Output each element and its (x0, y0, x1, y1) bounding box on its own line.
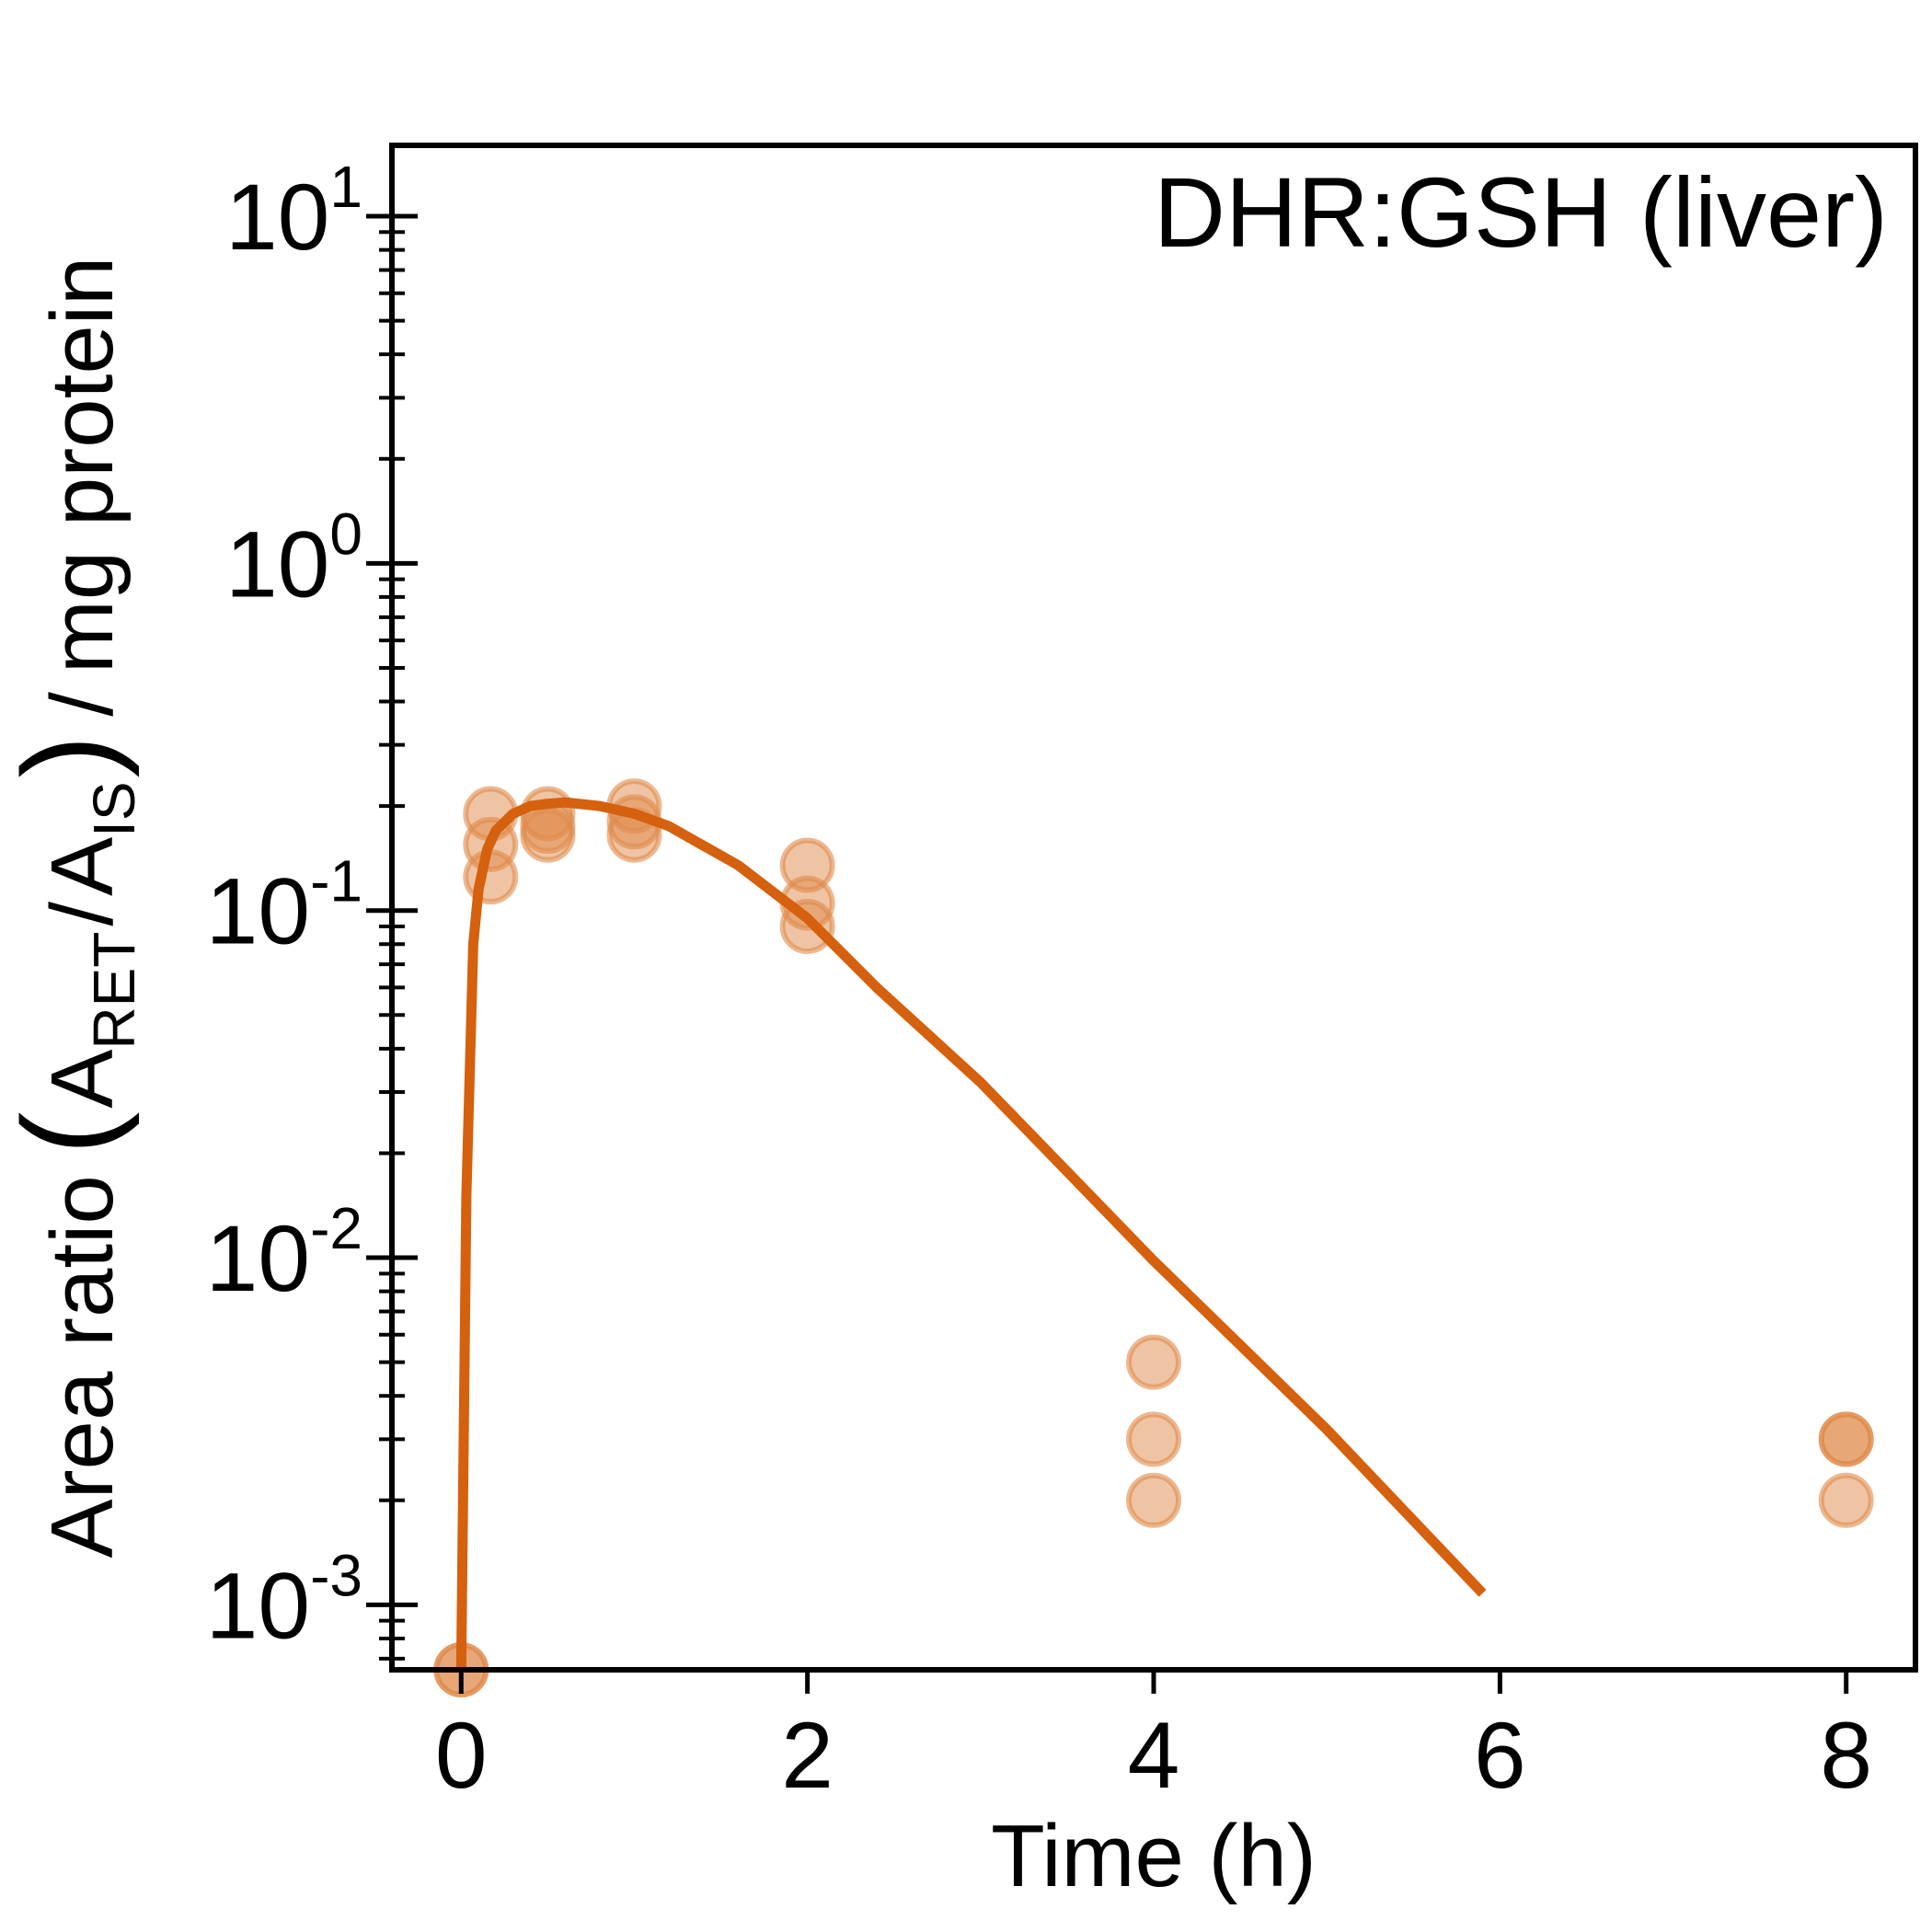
y-label-numerator: A (33, 1050, 132, 1109)
y-label-close-paren: ) (0, 735, 140, 778)
fit-curve (455, 797, 1487, 1671)
y-label-slash-2: / (33, 692, 132, 717)
x-tick-label: 6 (1474, 1703, 1526, 1808)
data-point (520, 807, 576, 863)
panel-annotation: DHR:GSH (liver) (1154, 156, 1888, 268)
y-tick-label: 10-3 (206, 1542, 362, 1658)
x-tick-label: 8 (1820, 1703, 1872, 1808)
data-point (1126, 1472, 1181, 1528)
y-tick-label: 10-1 (206, 848, 362, 964)
x-axis-label: Time (h) (991, 1807, 1317, 1905)
data-point (1126, 1411, 1181, 1467)
y-label-prefix: Area ratio (33, 1175, 132, 1558)
y-label-suffix: mg protein (33, 257, 132, 674)
y-label-denominator: A (33, 837, 132, 896)
x-tick-label: 0 (435, 1703, 488, 1808)
y-label-open-paren: ( (0, 1112, 140, 1156)
data-point (1126, 1334, 1181, 1390)
y-label-numerator-sub: RET (81, 932, 147, 1050)
x-tick-label: 4 (1128, 1703, 1180, 1808)
plot-marks (433, 778, 1874, 1697)
y-label-slash-1: / (33, 902, 132, 926)
y-tick-label: 10-2 (206, 1195, 362, 1311)
data-point (1818, 1411, 1874, 1467)
y-label-denominator-sub: IS (81, 781, 147, 836)
x-tick-label: 2 (781, 1703, 834, 1808)
y-axis-label: Area ratio(ARET/AIS)/mg protein (0, 257, 147, 1558)
y-tick-label: 101 (225, 154, 362, 270)
data-point (1818, 1472, 1874, 1528)
y-tick-label: 100 (225, 500, 362, 616)
y-axis: 10-3 10-2 10-1 100 101 (206, 154, 418, 1661)
x-axis: 0 2 4 6 8 (435, 1670, 1872, 1808)
